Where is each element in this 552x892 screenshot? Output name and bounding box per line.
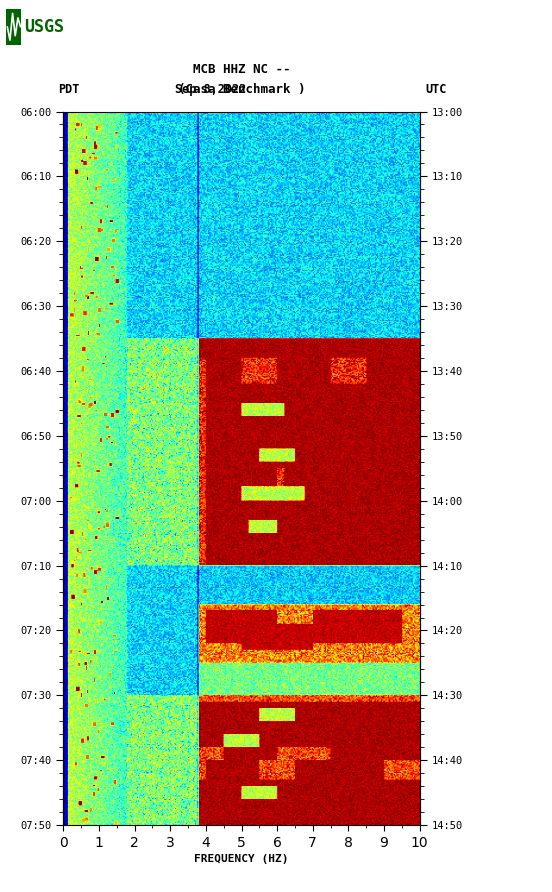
Text: USGS: USGS: [24, 18, 64, 36]
Text: (Casa Benchmark ): (Casa Benchmark ): [178, 83, 305, 96]
FancyBboxPatch shape: [6, 9, 22, 45]
Text: UTC: UTC: [425, 83, 447, 96]
Text: MCB HHZ NC --: MCB HHZ NC --: [193, 62, 290, 76]
Text: PDT: PDT: [58, 83, 79, 96]
X-axis label: FREQUENCY (HZ): FREQUENCY (HZ): [194, 854, 289, 863]
Text: Sep 8,2022: Sep 8,2022: [176, 83, 247, 96]
